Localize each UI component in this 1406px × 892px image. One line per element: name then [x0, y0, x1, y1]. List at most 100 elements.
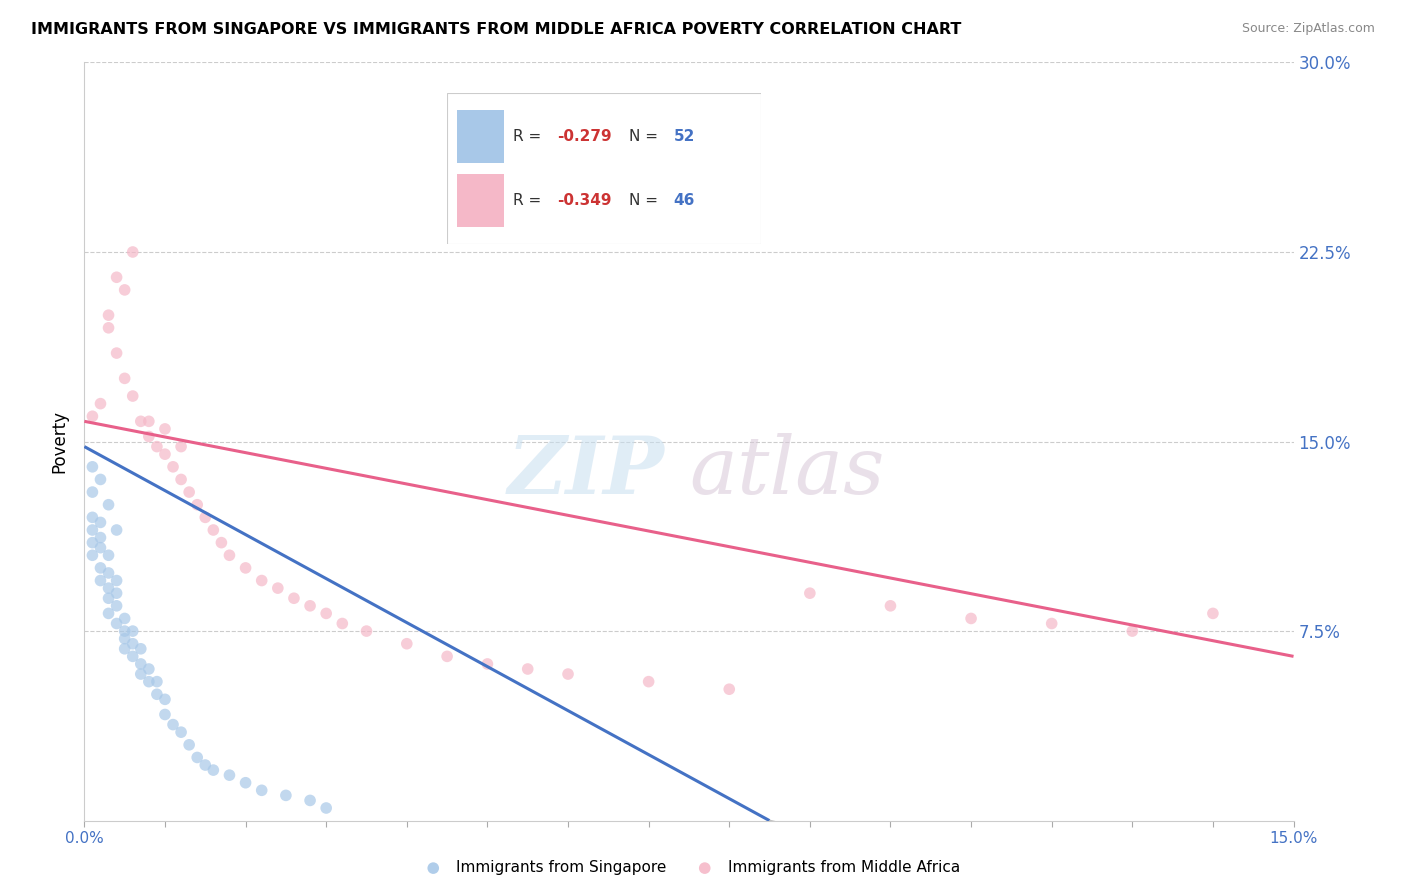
- Point: [162, 717, 184, 731]
- Point: [82, 548, 104, 563]
- Point: [202, 763, 225, 777]
- Point: [283, 591, 305, 606]
- Point: [356, 624, 378, 639]
- Point: [179, 485, 201, 500]
- Point: [114, 624, 136, 639]
- Point: [121, 244, 143, 259]
- Point: [97, 566, 120, 580]
- Text: ZIP: ZIP: [508, 434, 665, 510]
- Point: [89, 516, 111, 530]
- Point: [121, 389, 143, 403]
- Point: [114, 632, 136, 646]
- Point: [1121, 624, 1143, 639]
- Text: Source: ZipAtlas.com: Source: ZipAtlas.com: [1241, 22, 1375, 36]
- Point: [218, 548, 240, 563]
- Text: atlas: atlas: [689, 434, 884, 510]
- Point: [89, 396, 111, 410]
- Point: [1040, 616, 1063, 631]
- Legend: Immigrants from Singapore, Immigrants from Middle Africa: Immigrants from Singapore, Immigrants fr…: [412, 854, 966, 881]
- Point: [395, 637, 418, 651]
- Point: [170, 440, 193, 454]
- Point: [105, 523, 128, 537]
- Point: [274, 789, 297, 803]
- Point: [179, 738, 201, 752]
- Point: [146, 674, 169, 689]
- Point: [138, 662, 160, 676]
- Point: [477, 657, 499, 671]
- Point: [146, 687, 169, 701]
- Point: [153, 692, 176, 706]
- Point: [153, 707, 176, 722]
- Point: [138, 674, 160, 689]
- Point: [82, 535, 104, 549]
- Point: [330, 616, 353, 631]
- Point: [960, 611, 983, 625]
- Point: [799, 586, 821, 600]
- Point: [114, 283, 136, 297]
- Point: [114, 371, 136, 385]
- Point: [129, 667, 152, 681]
- Point: [170, 725, 193, 739]
- Point: [97, 498, 120, 512]
- Point: [105, 586, 128, 600]
- Text: IMMIGRANTS FROM SINGAPORE VS IMMIGRANTS FROM MIDDLE AFRICA POVERTY CORRELATION C: IMMIGRANTS FROM SINGAPORE VS IMMIGRANTS …: [31, 22, 962, 37]
- Point: [202, 523, 225, 537]
- Point: [299, 599, 322, 613]
- Point: [138, 414, 160, 428]
- Point: [235, 776, 257, 790]
- Point: [250, 783, 273, 797]
- Point: [82, 510, 104, 524]
- Point: [879, 599, 901, 613]
- Point: [97, 591, 120, 606]
- Point: [1202, 607, 1225, 621]
- Point: [89, 561, 111, 575]
- Point: [516, 662, 538, 676]
- Point: [97, 320, 120, 334]
- Point: [97, 308, 120, 322]
- Point: [114, 641, 136, 656]
- Point: [194, 510, 217, 524]
- Point: [129, 414, 152, 428]
- Point: [82, 485, 104, 500]
- Point: [153, 447, 176, 461]
- Point: [97, 581, 120, 595]
- Point: [146, 440, 169, 454]
- Point: [218, 768, 240, 782]
- Point: [82, 459, 104, 474]
- Point: [89, 574, 111, 588]
- Point: [153, 422, 176, 436]
- Y-axis label: Poverty: Poverty: [51, 410, 69, 473]
- Point: [637, 674, 659, 689]
- Point: [557, 667, 579, 681]
- Point: [315, 607, 337, 621]
- Point: [170, 473, 193, 487]
- Point: [162, 459, 184, 474]
- Point: [121, 649, 143, 664]
- Point: [186, 498, 208, 512]
- Point: [299, 793, 322, 807]
- Point: [121, 624, 143, 639]
- Point: [186, 750, 208, 764]
- Point: [194, 758, 217, 772]
- Point: [235, 561, 257, 575]
- Point: [114, 611, 136, 625]
- Point: [82, 409, 104, 424]
- Point: [89, 473, 111, 487]
- Point: [89, 541, 111, 555]
- Point: [250, 574, 273, 588]
- Point: [105, 270, 128, 285]
- Point: [209, 535, 232, 549]
- Point: [138, 429, 160, 443]
- Point: [267, 581, 290, 595]
- Point: [105, 616, 128, 631]
- Point: [105, 574, 128, 588]
- Point: [121, 637, 143, 651]
- Point: [105, 346, 128, 360]
- Point: [315, 801, 337, 815]
- Point: [97, 548, 120, 563]
- Point: [97, 607, 120, 621]
- Point: [89, 531, 111, 545]
- Point: [129, 657, 152, 671]
- Point: [129, 641, 152, 656]
- Point: [105, 599, 128, 613]
